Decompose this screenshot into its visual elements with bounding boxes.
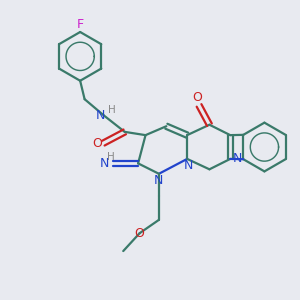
Text: O: O — [135, 227, 145, 240]
Text: N: N — [96, 109, 105, 122]
Text: H: H — [108, 105, 116, 115]
Text: N: N — [100, 157, 109, 170]
Text: N: N — [154, 174, 163, 187]
Text: O: O — [193, 92, 202, 104]
Text: O: O — [92, 137, 102, 150]
Text: F: F — [76, 18, 84, 31]
Text: H: H — [106, 152, 114, 162]
Text: N: N — [184, 159, 193, 172]
Text: N: N — [233, 152, 242, 165]
